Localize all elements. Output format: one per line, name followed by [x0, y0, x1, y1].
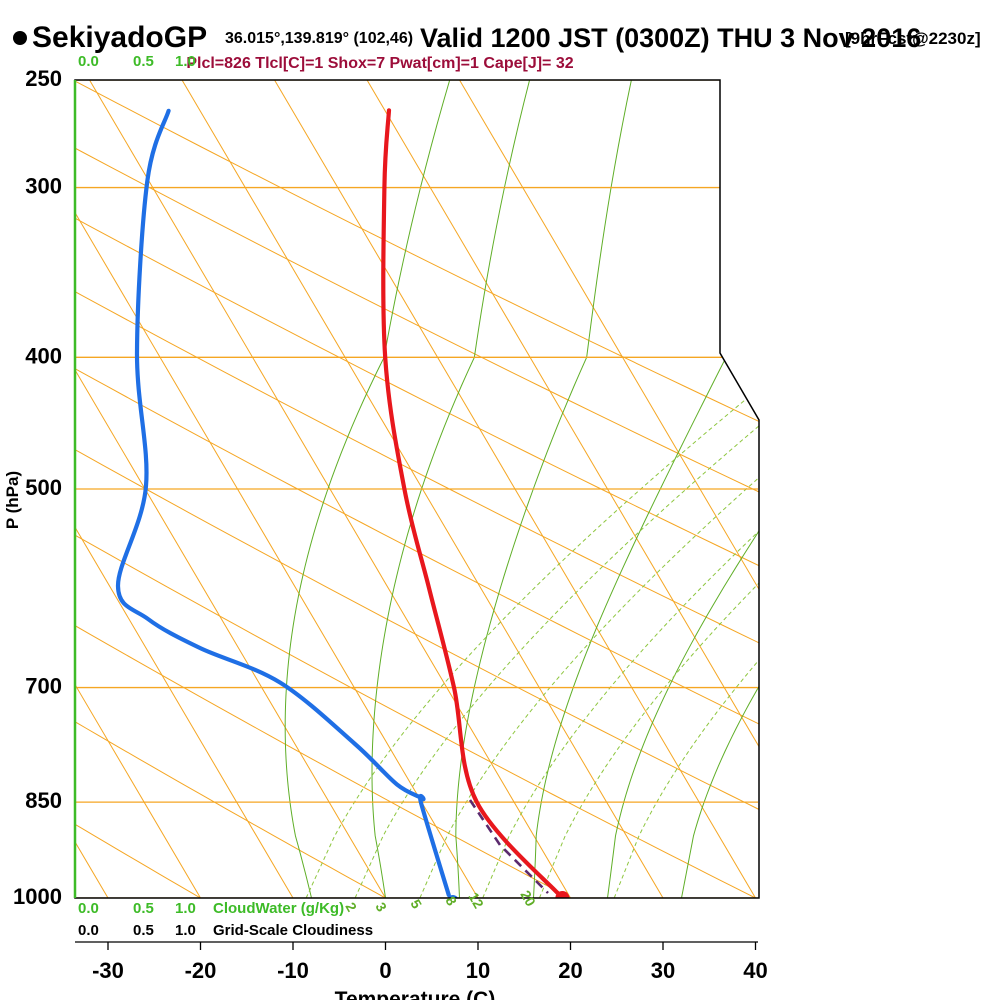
svg-text:0.5: 0.5: [133, 53, 154, 70]
svg-text:36.015°,139.819° (102,46): 36.015°,139.819° (102,46): [225, 30, 413, 47]
svg-text:0.0: 0.0: [78, 922, 99, 939]
svg-text:0.0: 0.0: [78, 53, 99, 70]
svg-text:400: 400: [25, 343, 62, 368]
svg-text:-20: -20: [185, 958, 217, 983]
svg-text:20: 20: [558, 958, 582, 983]
svg-text:CloudWater (g/Kg): CloudWater (g/Kg): [213, 900, 344, 917]
svg-text:30: 30: [651, 958, 675, 983]
svg-text:SekiyadoGP: SekiyadoGP: [32, 21, 207, 54]
svg-text:500: 500: [25, 475, 62, 500]
svg-text:250: 250: [25, 66, 62, 91]
svg-text:300: 300: [25, 174, 62, 199]
svg-text:P (hPa): P (hPa): [3, 471, 22, 529]
svg-text:8: 8: [442, 894, 460, 909]
svg-text:700: 700: [25, 674, 62, 699]
svg-text:12: 12: [465, 890, 487, 912]
svg-text:0.5: 0.5: [133, 922, 154, 939]
svg-text:Plcl=826 Tlcl[C]=1 Shox=7 Pwat: Plcl=826 Tlcl[C]=1 Shox=7 Pwat[cm]=1 Cap…: [186, 55, 573, 72]
svg-text:-10: -10: [277, 958, 309, 983]
svg-text:Temperature (C): Temperature (C): [335, 988, 496, 1000]
svg-text:Grid-Scale Cloudiness: Grid-Scale Cloudiness: [213, 922, 373, 939]
svg-text:1000: 1000: [13, 884, 62, 909]
svg-text:1.0: 1.0: [175, 53, 196, 70]
svg-text:0.5: 0.5: [133, 900, 154, 917]
svg-text:3: 3: [372, 900, 390, 915]
svg-text:1.0: 1.0: [175, 922, 196, 939]
svg-text:20: 20: [517, 888, 539, 910]
svg-text:2: 2: [342, 900, 360, 915]
svg-text:1.0: 1.0: [175, 900, 196, 917]
svg-text:0.0: 0.0: [78, 900, 99, 917]
svg-text:0: 0: [379, 958, 391, 983]
svg-text:-30: -30: [92, 958, 124, 983]
svg-text:10: 10: [466, 958, 490, 983]
svg-text:850: 850: [25, 788, 62, 813]
svg-text:[9hrFcst@2230z]: [9hrFcst@2230z]: [845, 29, 981, 48]
svg-text:40: 40: [743, 958, 767, 983]
